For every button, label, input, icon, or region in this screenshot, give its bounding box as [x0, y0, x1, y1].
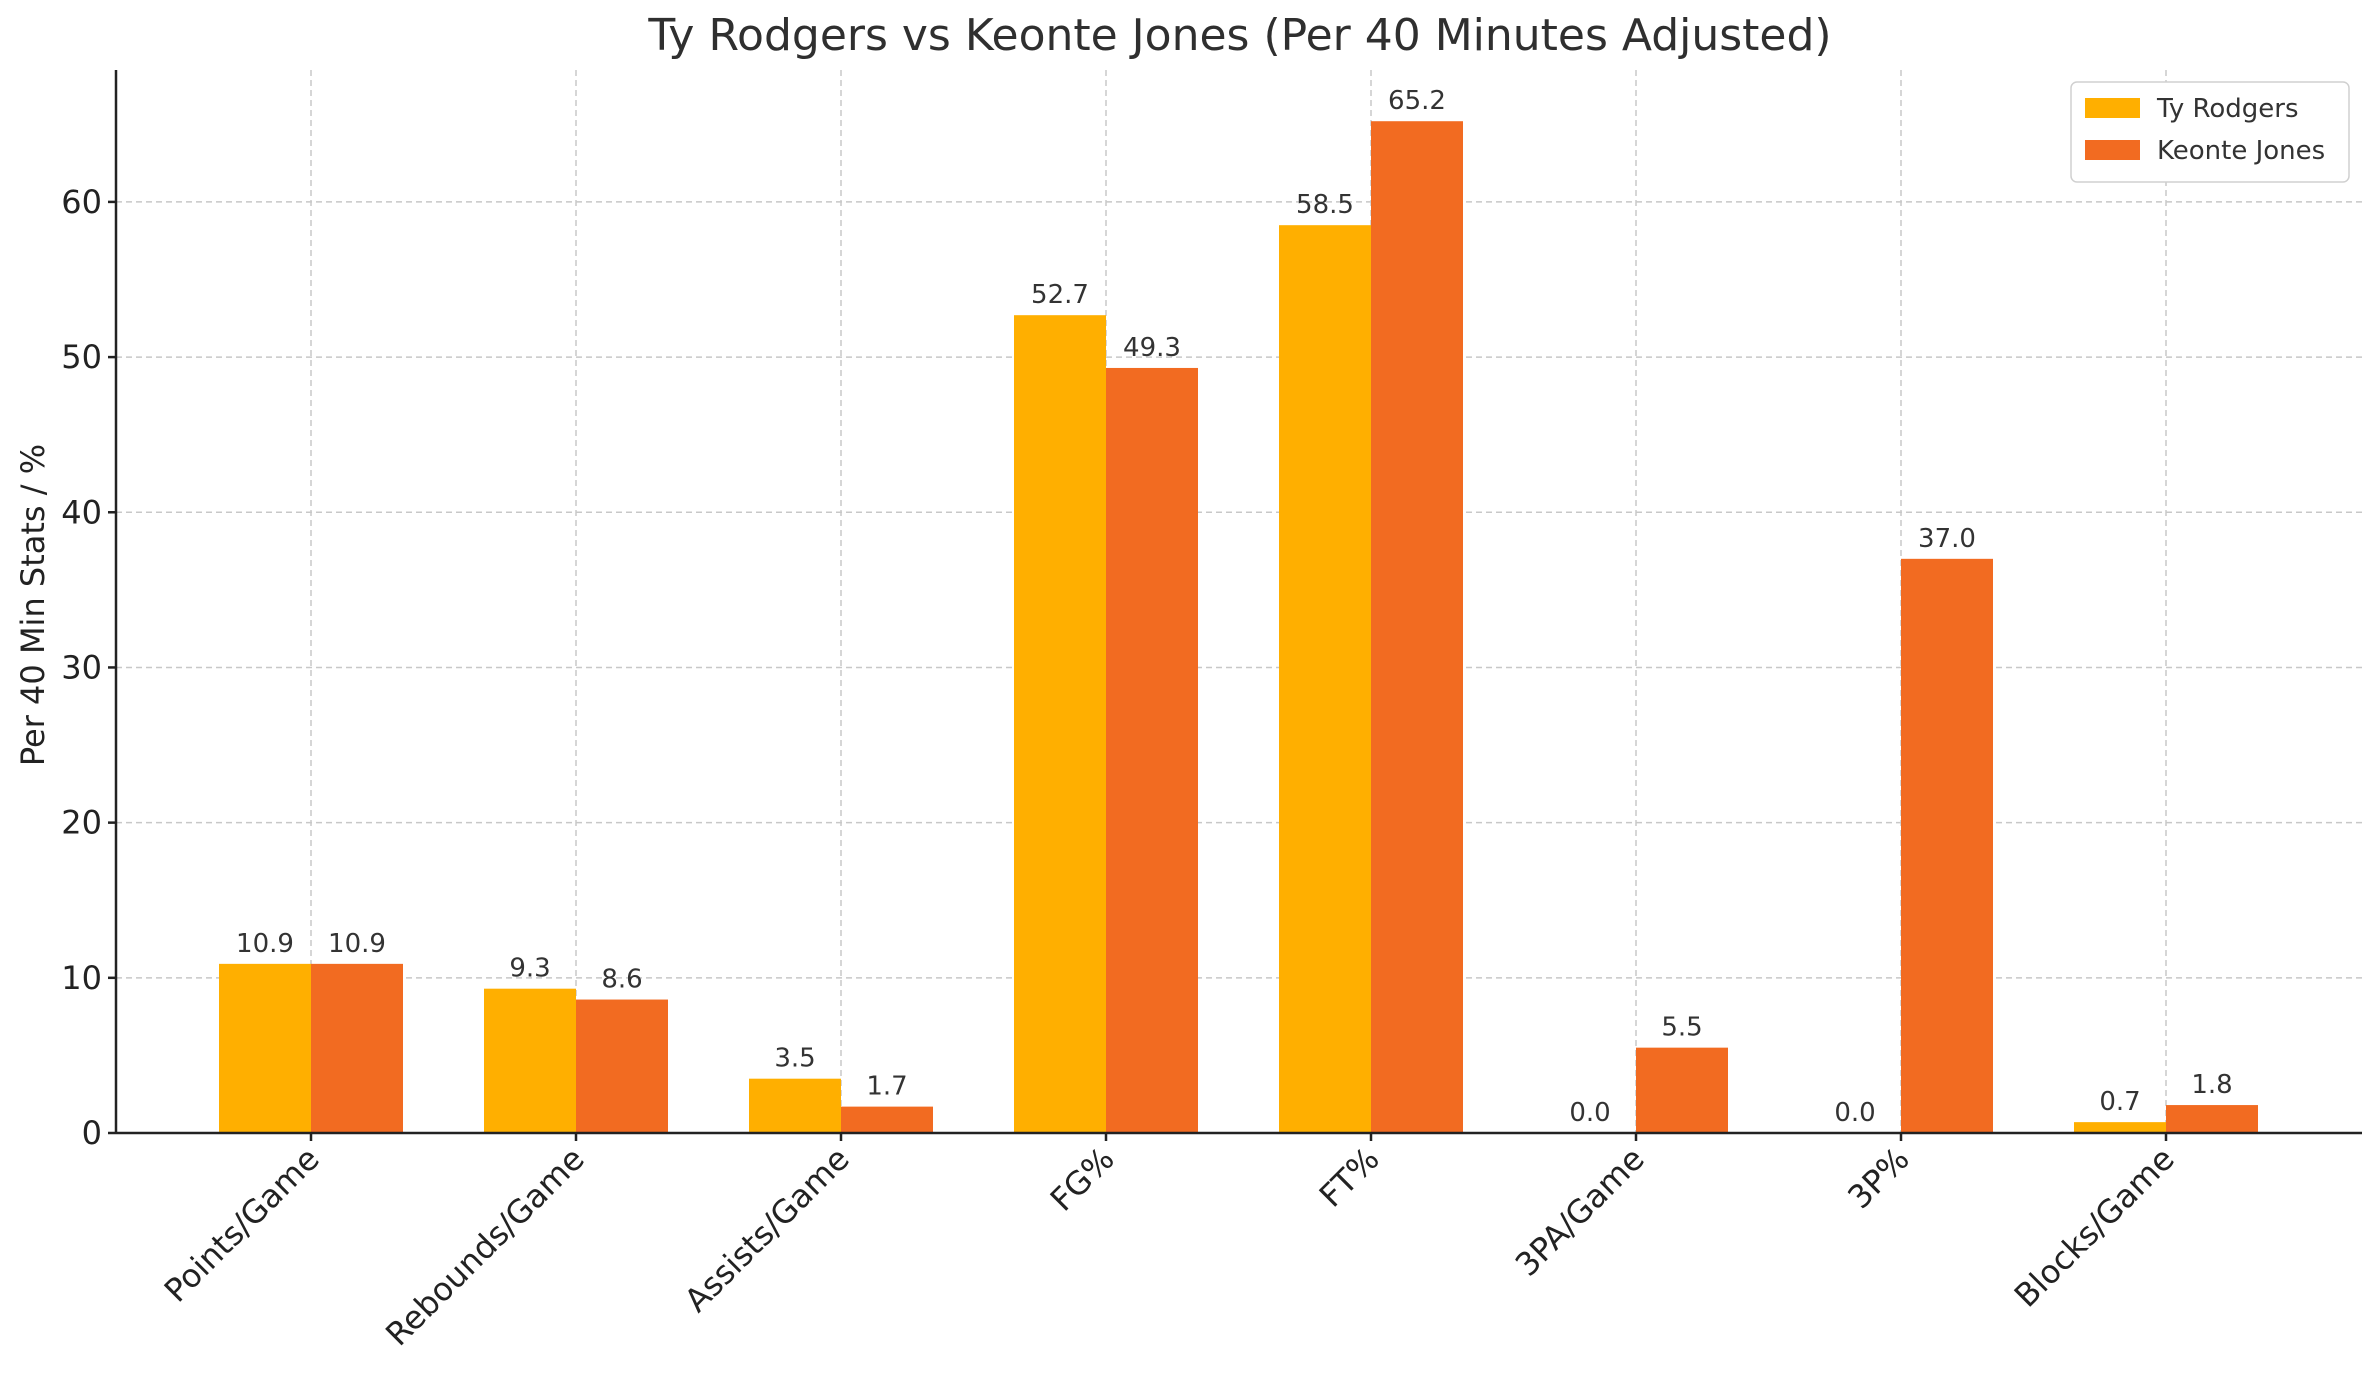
axes [108, 70, 2362, 1141]
y-tick-label: 20 [61, 804, 102, 842]
bar-ty-rodgers [1279, 225, 1371, 1133]
bar-keonte-jones [2166, 1105, 2258, 1133]
bar-keonte-jones [1901, 558, 1993, 1133]
data-label: 10.9 [328, 929, 386, 959]
data-label: 1.8 [2191, 1070, 2232, 1100]
data-label: 0.0 [1834, 1098, 1875, 1128]
y-tick-label: 10 [61, 959, 102, 997]
x-tick-label: 3P% [1840, 1140, 1916, 1216]
x-tick-label: FT% [1312, 1140, 1387, 1215]
y-tick-label: 60 [61, 183, 102, 221]
y-tick-label: 40 [61, 493, 102, 531]
data-label: 65.2 [1388, 86, 1446, 116]
data-label: 49.3 [1123, 333, 1181, 363]
data-label: 3.5 [774, 1044, 815, 1074]
data-label: 10.9 [236, 929, 294, 959]
data-label: 37.0 [1918, 524, 1976, 554]
x-tick-label: Blocks/Game [2007, 1140, 2182, 1315]
legend-label: Ty Rodgers [2156, 94, 2299, 124]
y-axis-label: Per 40 Min Stats / % [14, 444, 52, 766]
data-label: 8.6 [601, 965, 642, 995]
bar-ty-rodgers [1014, 315, 1106, 1133]
x-tick-label: Assists/Game [677, 1140, 857, 1320]
data-label: 52.7 [1031, 280, 1089, 310]
data-label: 9.3 [509, 954, 550, 984]
bar-ty-rodgers [749, 1078, 841, 1133]
legend-label: Keonte Jones [2157, 136, 2325, 166]
bars [219, 121, 2258, 1134]
data-label: 58.5 [1296, 190, 1354, 220]
bar-ty-rodgers [219, 963, 311, 1133]
bar-keonte-jones [311, 963, 403, 1133]
bar-keonte-jones [1106, 367, 1198, 1133]
data-label: 0.0 [1569, 1098, 1610, 1128]
grid-lines [116, 70, 2362, 1133]
bar-ty-rodgers [2074, 1122, 2166, 1133]
bar-keonte-jones [576, 999, 668, 1133]
legend: Ty Rodgers Keonte Jones [2070, 81, 2350, 183]
legend-box [2070, 81, 2350, 183]
y-tick-label: 0 [82, 1114, 102, 1152]
x-tick-label: 3PA/Game [1508, 1140, 1652, 1284]
data-label: 1.7 [866, 1072, 907, 1102]
chart-title: Ty Rodgers vs Keonte Jones (Per 40 Minut… [647, 10, 1831, 61]
y-tick-label: 30 [61, 648, 102, 686]
legend-swatch [2085, 140, 2140, 160]
bar-keonte-jones [1371, 121, 1463, 1134]
data-label: 0.7 [2099, 1087, 2140, 1117]
x-tick-label: Points/Game [157, 1140, 327, 1310]
data-label: 5.5 [1661, 1013, 1702, 1043]
x-tick-label: FG% [1043, 1140, 1122, 1219]
legend-swatch [2085, 98, 2140, 118]
y-tick-label: 50 [61, 338, 102, 376]
bar-ty-rodgers [484, 988, 576, 1133]
bar-keonte-jones [841, 1106, 933, 1133]
bar-keonte-jones [1636, 1047, 1728, 1133]
data-labels: 10.9 9.3 3.5 52.7 58.5 0.0 0.0 0.7 10.9 8.6 1.7 49.… [236, 86, 2233, 1128]
x-tick-label: Rebounds/Game [378, 1140, 592, 1354]
